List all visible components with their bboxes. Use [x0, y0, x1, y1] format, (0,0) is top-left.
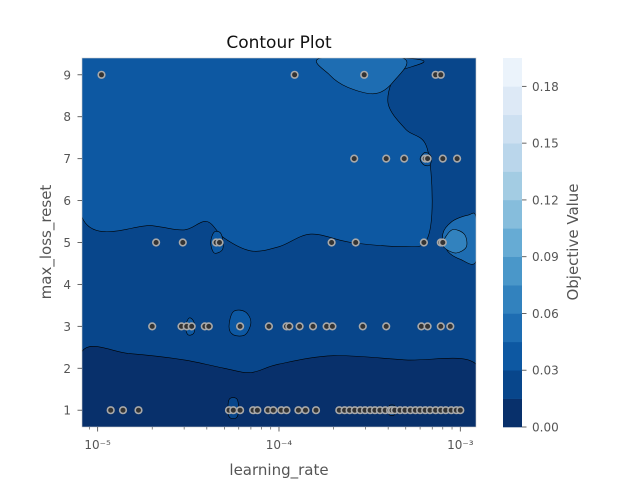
trial-point [118, 406, 128, 415]
trial-point [282, 406, 291, 415]
trial-point [423, 322, 432, 331]
trial-points [97, 70, 465, 415]
y-tick-label: 1 [63, 404, 71, 418]
colorbar-tick-label: 0.03 [532, 364, 559, 378]
colorbar-segment [503, 313, 522, 343]
trial-point [453, 154, 462, 163]
y-tick-label: 8 [63, 110, 71, 124]
colorbar-tick-label: 0.06 [532, 307, 559, 321]
colorbar-segment [503, 58, 522, 87]
trial-point [360, 70, 369, 79]
colorbar-tick-label: 0.00 [532, 421, 559, 435]
colorbar-tick-label: 0.15 [532, 137, 559, 151]
trial-point [148, 322, 157, 331]
colorbar-segment [503, 228, 522, 257]
colorbar-tick-label: 0.12 [532, 193, 559, 207]
colorbar-segment [503, 398, 522, 428]
chart-title: Contour Plot [226, 33, 332, 53]
contour-regions [82, 58, 476, 427]
colorbar-segment [503, 171, 522, 201]
colorbar-segment [503, 114, 522, 144]
trial-point [285, 322, 294, 331]
trial-point [438, 238, 447, 247]
trial-point [215, 238, 224, 247]
trial-point [382, 154, 391, 163]
trial-point [290, 70, 299, 79]
trial-point [152, 238, 161, 247]
trial-point [327, 238, 336, 247]
trial-point [294, 406, 303, 415]
trial-point [253, 406, 262, 415]
y-tick-label: 9 [63, 68, 71, 82]
trial-point [358, 322, 367, 331]
trial-point [456, 406, 465, 415]
trial-point [446, 322, 455, 331]
colorbar-segment [503, 199, 522, 229]
trial-point [295, 322, 304, 331]
colorbar-segment [503, 341, 522, 371]
x-axis-label: learning_rate [229, 461, 328, 480]
colorbar-tick-label: 0.09 [532, 250, 559, 264]
contour-region-1 [82, 346, 476, 427]
trial-point [134, 406, 143, 415]
trial-point [178, 238, 187, 247]
x-tick-label: 10⁻⁴ [266, 438, 293, 452]
trial-point [97, 70, 106, 79]
trial-point [229, 406, 238, 415]
trial-point [350, 154, 359, 163]
trial-point [236, 322, 245, 331]
trial-point [419, 238, 429, 247]
y-tick-label: 5 [63, 236, 71, 250]
y-tick-label: 4 [63, 278, 71, 292]
colorbar-ticks: 0.00 0.03 0.06 0.09 0.12 0.15 0.18 [522, 80, 559, 435]
trial-point [301, 406, 310, 415]
colorbar-segment [503, 143, 522, 172]
colorbar-segment [503, 370, 522, 399]
trial-point [382, 322, 391, 331]
y-axis-label: max_loss_reset [37, 185, 56, 300]
trial-point [187, 322, 196, 331]
trial-point [438, 154, 447, 163]
y-axis-ticks: 1 2 3 4 5 6 7 8 9 [63, 68, 82, 418]
trial-point [436, 322, 445, 331]
x-tick-label: 10⁻⁵ [84, 438, 111, 452]
trial-point [269, 406, 278, 415]
trial-point [106, 406, 115, 415]
x-axis-ticks: 10⁻⁵ 10⁻⁴ 10⁻³ [84, 427, 474, 452]
y-tick-label: 6 [63, 194, 71, 208]
colorbar [503, 58, 522, 428]
y-tick-label: 3 [63, 320, 71, 334]
x-tick-label: 10⁻³ [447, 438, 474, 452]
plot-area [82, 58, 476, 427]
y-tick-label: 7 [63, 152, 71, 166]
trial-point [400, 154, 409, 163]
trial-point [204, 322, 213, 331]
y-tick-label: 2 [63, 362, 71, 376]
trial-point [264, 322, 274, 331]
trial-point [351, 238, 360, 247]
colorbar-segment [503, 285, 522, 314]
trial-point [311, 406, 321, 415]
contour-region-5 [442, 229, 468, 254]
trial-point [423, 154, 432, 163]
colorbar-segment [503, 256, 522, 286]
trial-point [328, 322, 337, 331]
trial-point [236, 406, 245, 415]
trial-point [308, 322, 318, 331]
colorbar-segment [503, 86, 522, 116]
colorbar-label: Objective Value [564, 183, 582, 300]
trial-point [436, 70, 445, 79]
colorbar-tick-label: 0.18 [532, 80, 559, 94]
